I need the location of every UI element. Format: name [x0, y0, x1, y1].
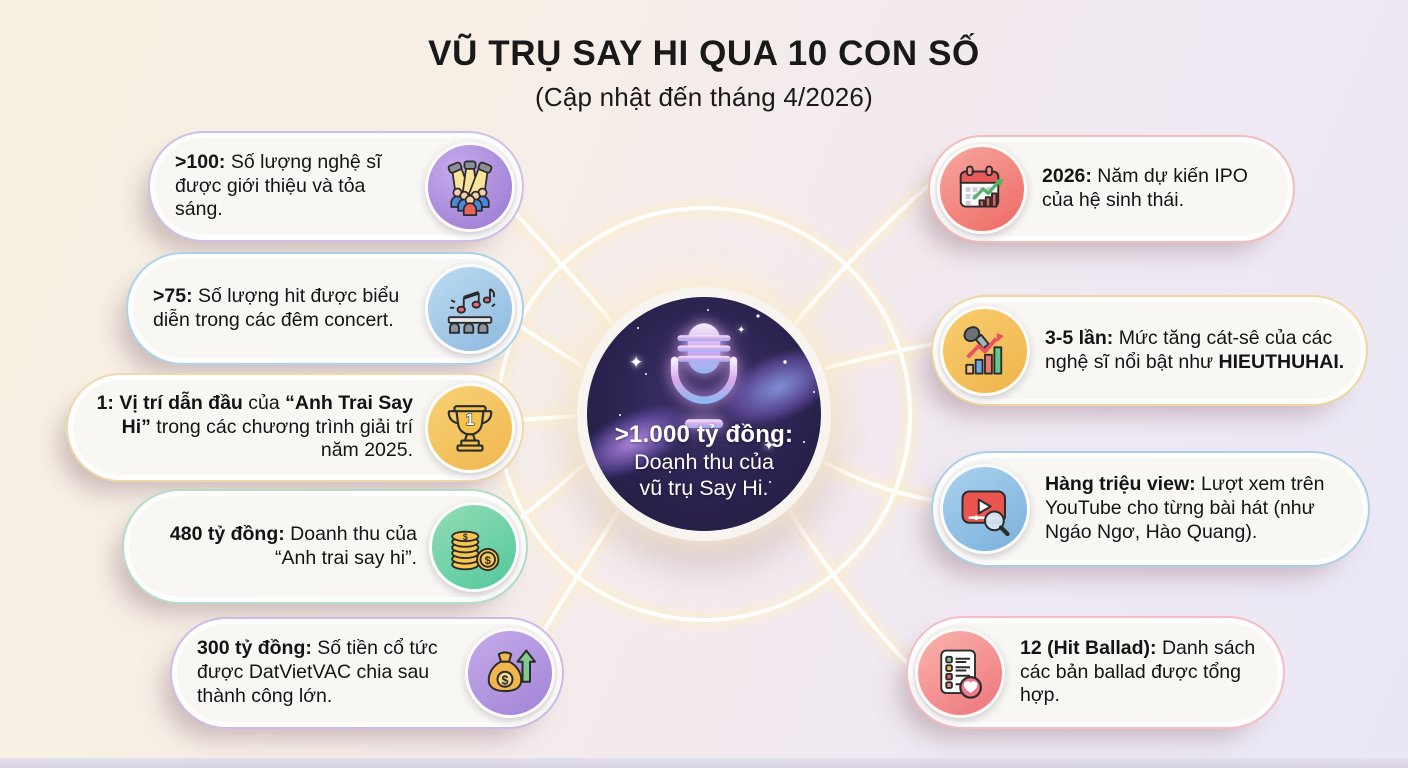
microphone-chart-icon — [963, 325, 1004, 374]
calendar-growth-icon — [959, 165, 1004, 208]
sparkle-star: ✦ — [737, 325, 746, 336]
icon-circle — [915, 627, 1005, 718]
sparkle-star: ✦ — [629, 353, 644, 372]
stat-card-ipo: 2026: Năm dự kiến IPO của hệ sinh thái. — [928, 135, 1295, 243]
stat-text: 300 tỷ đồng: Số tiền cổ tức được DatViet… — [197, 637, 438, 707]
stat-text: 3-5 lần: Mức tăng cát-sê của các nghệ sĩ… — [1045, 326, 1345, 373]
music-notes-stage-icon — [447, 287, 496, 334]
stat-card-fee-increase: 3-5 lần: Mức tăng cát-sê của các nghệ sĩ… — [931, 295, 1368, 406]
stat-card-ranking: 1: Vị trí dẫn đầu của “Anh Trai Say Hi” … — [66, 373, 524, 482]
svg-text:1: 1 — [465, 410, 474, 428]
page-title: VŨ TRỤ SAY HI QUA 10 CON SỐ — [428, 34, 980, 73]
stat-text: >75: Số lượng hit được biểu diễn trong c… — [153, 284, 400, 331]
bottom-edge — [0, 758, 1408, 768]
coins-icon: $ $ — [451, 530, 500, 571]
svg-text:$: $ — [485, 555, 492, 567]
stat-text: 2026: Năm dự kiến IPO của hệ sinh thái. — [1042, 165, 1248, 211]
stat-text: 480 tỷ đồng: Doanh thu của “Anh trai say… — [169, 522, 417, 569]
header: VŨ TRỤ SAY HI QUA 10 CON SỐ (Cập nhật đế… — [0, 34, 1408, 113]
star-field — [607, 319, 609, 321]
stat-text: 12 (Hit Ballad): Danh sách các bản balla… — [1020, 636, 1256, 707]
stat-card-dividend: 300 tỷ đồng: Số tiền cổ tức được DatViet… — [170, 617, 564, 729]
stat-card-artists: >100: Số lượng nghệ sĩ được giới thiệu v… — [148, 131, 524, 242]
central-hub: ✦ ✦ ✦ — [577, 287, 831, 541]
icon-circle: 1 — [425, 382, 515, 473]
icon-circle: $ — [465, 628, 555, 718]
stat-card-hits: >75: Số lượng hit được biểu diễn trong c… — [126, 252, 524, 365]
stat-card-revenue-ath: 480 tỷ đồng: Doanh thu của “Anh trai say… — [122, 489, 528, 604]
icon-circle — [937, 144, 1027, 234]
spotlight-crowd-icon — [447, 160, 493, 216]
galaxy-background: ✦ ✦ ✦ — [587, 297, 821, 531]
stat-text: >100: Số lượng nghệ sĩ được giới thiệu v… — [175, 150, 382, 221]
galaxy-microphone-icon — [656, 319, 752, 442]
stat-text: 1: Vị trí dẫn đầu của “Anh Trai Say Hi” … — [96, 391, 413, 462]
icon-circle — [940, 305, 1030, 396]
icon-circle: $ $ — [429, 501, 519, 592]
icon-circle — [425, 141, 515, 232]
stat-card-ballads: 12 (Hit Ballad): Danh sách các bản balla… — [906, 616, 1285, 729]
icon-circle — [425, 263, 515, 354]
hub-stat-value: >1.000 tỷ đồng: — [614, 420, 794, 448]
hub-stat-line1: Doanh thu của — [634, 449, 774, 474]
moneybag-growth-icon: $ — [487, 649, 536, 693]
playlist-heart-icon — [940, 649, 982, 699]
trophy-icon: 1 — [447, 404, 493, 452]
icon-circle — [940, 464, 1030, 554]
sparkle-star: ✦ — [763, 437, 775, 453]
svg-text:$: $ — [463, 532, 468, 542]
stat-text: Hàng triệu view: Lượt xem trên YouTube c… — [1045, 473, 1325, 543]
stat-card-youtube-views: Hàng triệu view: Lượt xem trên YouTube c… — [931, 451, 1370, 567]
youtube-search-icon — [961, 490, 1010, 537]
hub-stat-line2: vũ trụ Say Hi. — [639, 475, 769, 500]
svg-text:$: $ — [502, 673, 509, 687]
hub-stat: >1.000 tỷ đồng: Doanh thu của vũ trụ Say… — [587, 421, 821, 501]
page-subtitle: (Cập nhật đến tháng 4/2026) — [535, 82, 873, 112]
